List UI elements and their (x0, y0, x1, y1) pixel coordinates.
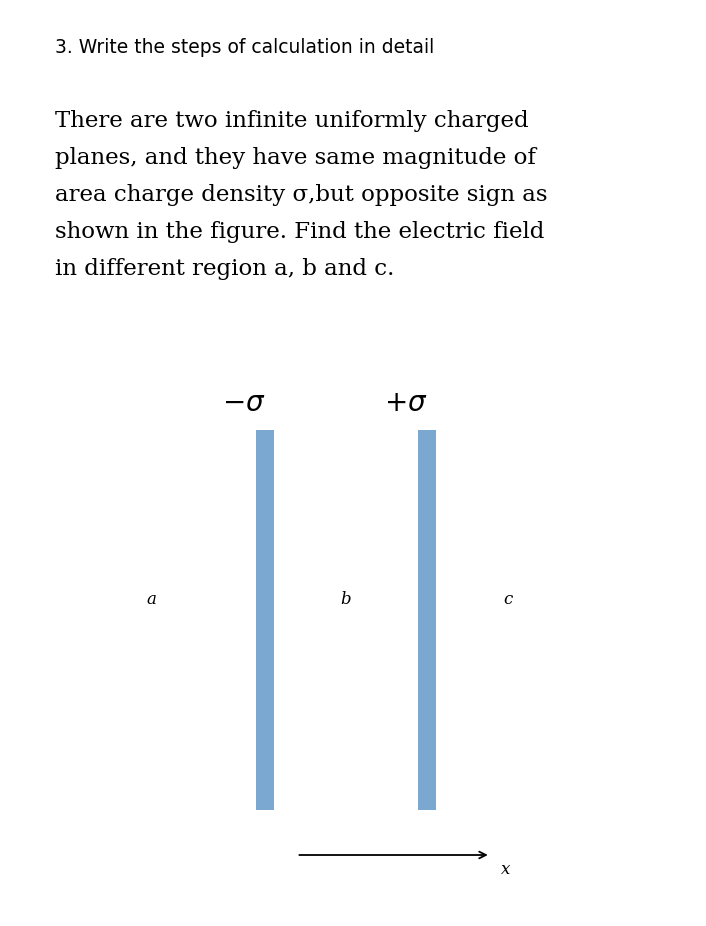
Bar (256, 430, 274, 810)
Text: x: x (501, 860, 510, 878)
Text: $+\sigma$: $+\sigma$ (384, 390, 428, 417)
Text: in different region a, b and c.: in different region a, b and c. (55, 258, 395, 280)
Text: There are two infinite uniformly charged: There are two infinite uniformly charged (55, 110, 529, 132)
Bar (418, 430, 436, 810)
Text: a: a (147, 592, 157, 608)
Text: $-\sigma$: $-\sigma$ (222, 390, 265, 417)
Text: planes, and they have same magnitude of: planes, and they have same magnitude of (55, 147, 536, 169)
Text: b: b (340, 592, 352, 608)
Text: area charge density σ,but opposite sign as: area charge density σ,but opposite sign … (55, 184, 547, 206)
Text: shown in the figure. Find the electric field: shown in the figure. Find the electric f… (55, 221, 544, 243)
Text: c: c (503, 592, 513, 608)
Text: 3. Write the steps of calculation in detail: 3. Write the steps of calculation in det… (55, 38, 434, 57)
